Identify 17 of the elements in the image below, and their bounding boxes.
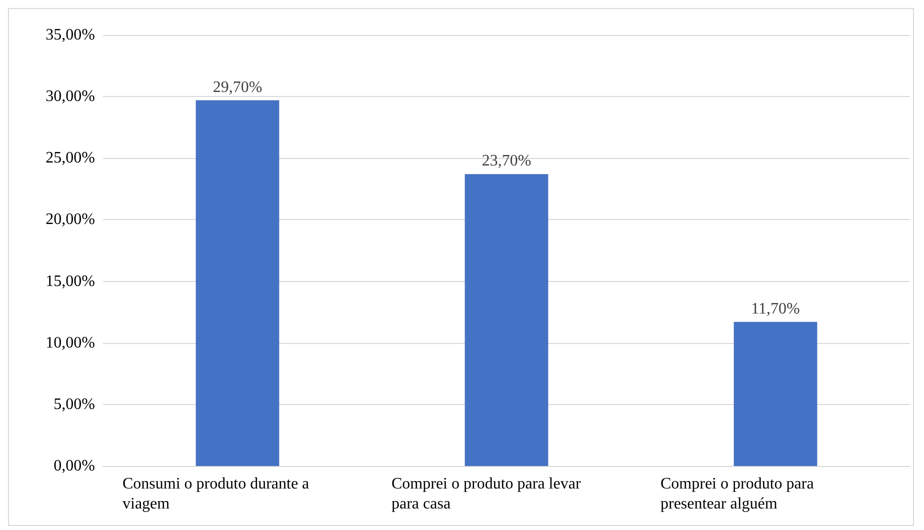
y-tick-label: 10,00% xyxy=(46,334,95,352)
bar xyxy=(734,322,818,466)
x-tick-label: Consumi o produto durante a viagem xyxy=(122,476,314,512)
y-tick-label: 0,00% xyxy=(54,458,95,474)
data-label: 29,70% xyxy=(212,78,262,96)
bar xyxy=(464,174,548,466)
data-label: 23,70% xyxy=(482,152,532,170)
x-tick-label: Comprei o produto para levar para casa xyxy=(392,476,585,512)
y-tick-label: 15,00% xyxy=(46,272,95,290)
y-tick-label: 35,00% xyxy=(46,26,95,44)
y-tick-label: 20,00% xyxy=(46,211,95,228)
bar xyxy=(196,100,280,466)
y-tick-label: 25,00% xyxy=(46,150,95,167)
data-label: 11,70% xyxy=(751,300,800,318)
x-tick-label: Comprei o produto para presentear alguém xyxy=(660,476,818,512)
y-tick-label: 30,00% xyxy=(46,88,95,106)
y-tick-label: 5,00% xyxy=(54,396,95,413)
